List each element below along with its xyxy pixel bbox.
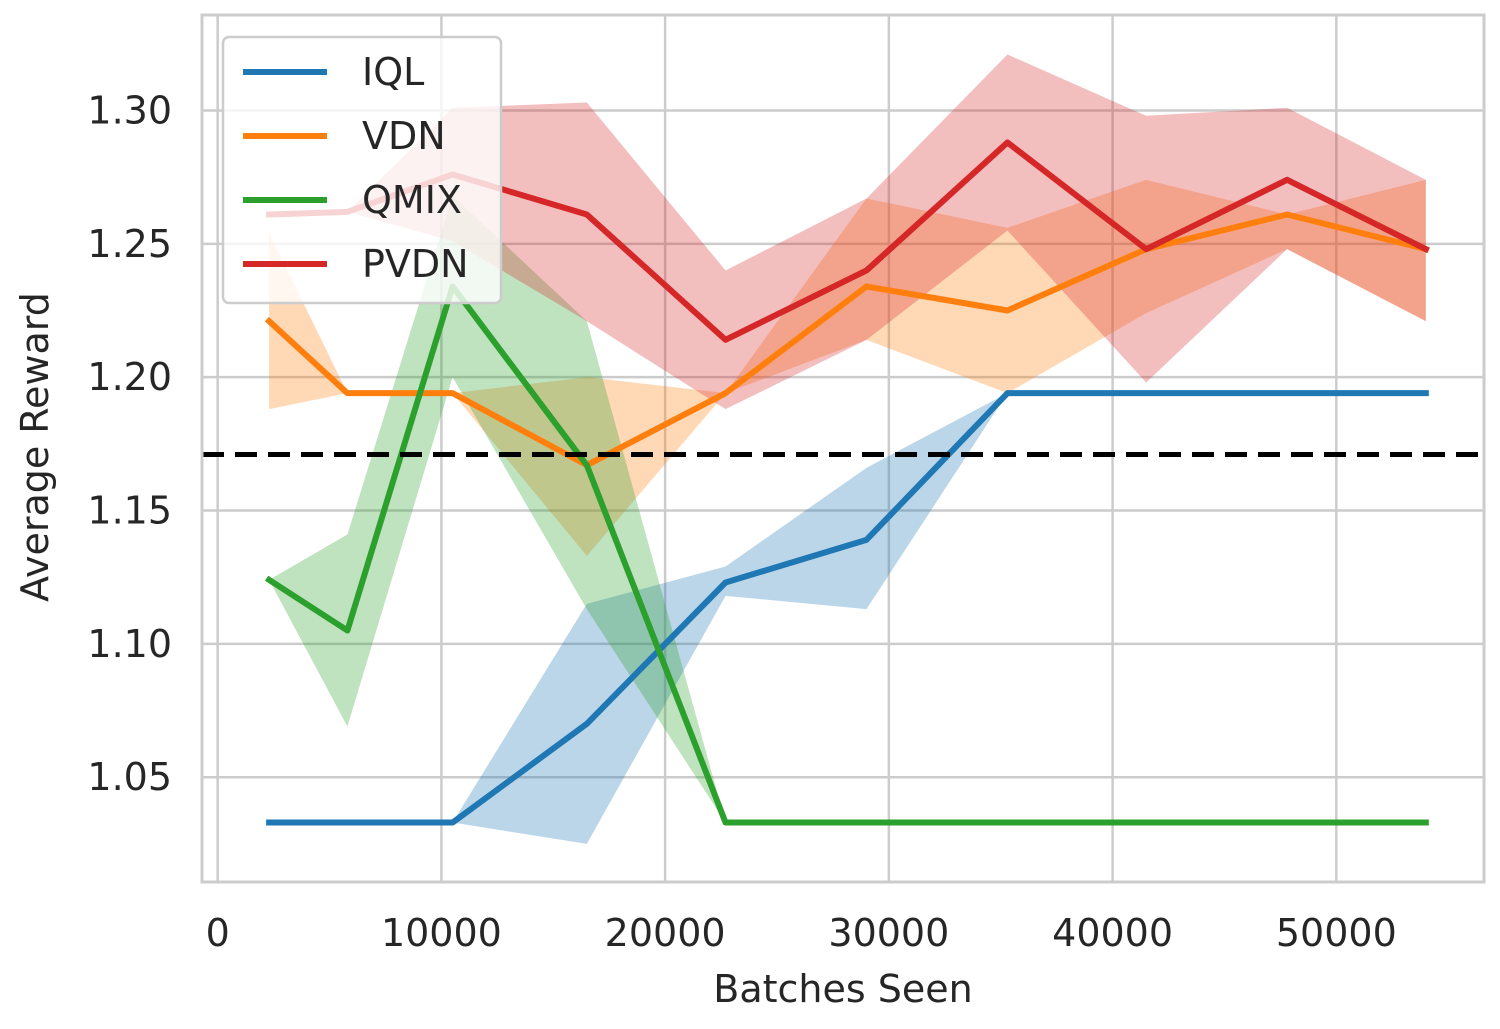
x-tick-label: 40000: [1052, 911, 1173, 955]
confidence-bands: [269, 54, 1426, 844]
band-iql: [269, 393, 1426, 844]
band-pvdn: [269, 54, 1426, 410]
x-tick-label: 20000: [605, 911, 726, 955]
legend-box: [221, 35, 503, 305]
y-tick-label: 1.15: [87, 489, 172, 533]
x-tick-label: 30000: [828, 911, 949, 955]
band-qmix: [269, 195, 1426, 823]
y-tick-label: 1.25: [87, 222, 172, 266]
line-qmix: [264, 283, 1429, 826]
x-tick-label: 10000: [381, 911, 502, 955]
y-tick-label: 1.10: [87, 622, 172, 666]
legend: IQL VDN QMIX PVDN: [221, 35, 503, 305]
band-vdn: [269, 179, 1426, 556]
line-vdn: [264, 211, 1430, 469]
x-tick-label: 50000: [1276, 911, 1397, 955]
y-axis-label: Average Reward: [13, 292, 57, 602]
x-tick-label: 0: [206, 911, 230, 955]
legend-label-pvdn: PVDN: [362, 242, 469, 286]
line-iql: [266, 390, 1429, 826]
y-tick-label: 1.30: [87, 88, 172, 132]
series-lines: [264, 139, 1430, 826]
axes-frame: [200, 13, 1486, 884]
y-tick-label: 1.20: [87, 355, 172, 399]
legend-label-qmix: QMIX: [362, 178, 462, 222]
axes-border: [200, 13, 1486, 884]
grid: [202, 15, 1484, 882]
y-tick-label: 1.05: [87, 755, 172, 799]
x-axis-label: Batches Seen: [713, 967, 972, 1011]
legend-label-iql: IQL: [362, 50, 424, 94]
legend-label-vdn: VDN: [362, 114, 446, 158]
tick-labels: 0 10000 20000 30000 40000 50000 1.05 1.10 1.15 1.…: [87, 88, 1396, 955]
